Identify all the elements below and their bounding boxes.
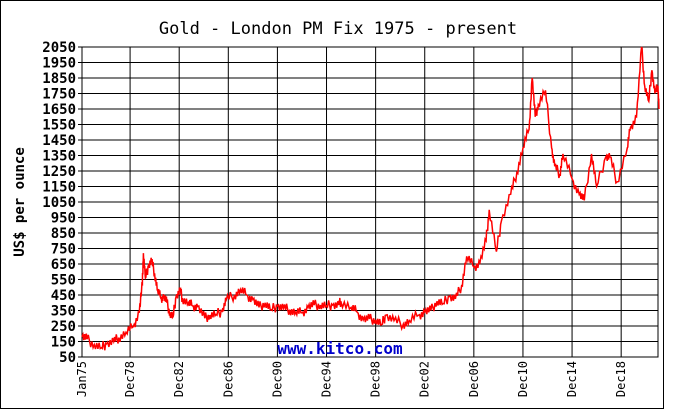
y-tick-label: 1950 bbox=[42, 56, 76, 72]
x-tick-label: Dec90 bbox=[270, 361, 284, 397]
y-tick-label: 1650 bbox=[42, 102, 76, 118]
y-tick-label: 150 bbox=[51, 335, 76, 351]
x-tick-label: Dec10 bbox=[516, 361, 530, 397]
x-tick-label: Dec78 bbox=[123, 361, 137, 397]
x-tick-label: Dec06 bbox=[467, 361, 481, 397]
y-tick-label: 950 bbox=[51, 211, 76, 227]
y-axis-ticks: 5015025035045055065075085095010501150125… bbox=[42, 40, 82, 366]
y-tick-label: 550 bbox=[51, 273, 76, 289]
y-tick-label: 1250 bbox=[42, 164, 76, 180]
y-tick-label: 2050 bbox=[42, 40, 76, 56]
x-tick-label: Dec98 bbox=[369, 361, 383, 397]
y-tick-label: 1750 bbox=[42, 87, 76, 103]
chart-title: Gold - London PM Fix 1975 - present bbox=[158, 19, 518, 39]
watermark-text: www.kitco.com bbox=[277, 339, 403, 358]
y-tick-label: 50 bbox=[59, 350, 76, 366]
y-tick-label: 1050 bbox=[42, 195, 76, 211]
series-line bbox=[81, 46, 660, 351]
x-tick-label: Jan75 bbox=[75, 361, 89, 397]
y-tick-label: 650 bbox=[51, 257, 76, 273]
x-tick-label: Dec82 bbox=[172, 361, 186, 397]
y-tick-label: 450 bbox=[51, 288, 76, 304]
y-tick-label: 250 bbox=[51, 319, 76, 335]
chart-grid bbox=[81, 46, 658, 358]
x-tick-label: Dec94 bbox=[320, 361, 334, 397]
y-tick-label: 350 bbox=[51, 304, 76, 320]
y-tick-label: 1150 bbox=[42, 180, 76, 196]
x-tick-label: Dec86 bbox=[221, 361, 235, 397]
y-tick-label: 1850 bbox=[42, 71, 76, 87]
y-tick-label: 1450 bbox=[42, 133, 76, 149]
y-axis-label: US$ per ounce bbox=[12, 147, 28, 257]
y-tick-label: 850 bbox=[51, 226, 76, 242]
y-tick-label: 1350 bbox=[42, 149, 76, 165]
y-tick-label: 1550 bbox=[42, 118, 76, 134]
x-tick-label: Dec02 bbox=[418, 361, 432, 397]
x-tick-label: Dec18 bbox=[614, 361, 628, 397]
x-axis-ticks: Jan75 Dec78 Dec82 Dec86 Dec90 Dec94 Dec98 Dec02… bbox=[75, 361, 628, 397]
y-tick-label: 750 bbox=[51, 242, 76, 258]
x-tick-label: Dec14 bbox=[565, 361, 579, 397]
